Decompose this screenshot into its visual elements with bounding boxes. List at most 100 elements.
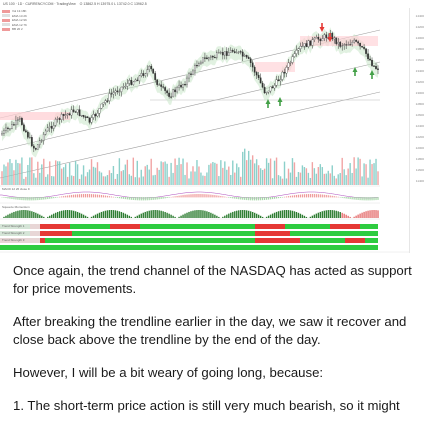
macd-histogram-bar [85, 194, 86, 197]
momentum-bar [49, 216, 50, 218]
volume-bar [330, 173, 331, 185]
volume-bar [276, 158, 277, 185]
volume-bar [190, 171, 191, 185]
macd-histogram-bar [21, 197, 22, 200]
candle-body [250, 59, 251, 63]
momentum-bar [310, 217, 311, 218]
candle-body [264, 87, 265, 93]
price-scale-label: 12200 [416, 135, 424, 139]
candle-body [340, 42, 341, 46]
candle-body [308, 41, 309, 47]
momentum-bar [272, 214, 273, 218]
momentum-bar [61, 211, 62, 218]
momentum-bar [119, 211, 120, 218]
volume-bar [224, 161, 225, 185]
candle-body [162, 87, 163, 88]
volume-bar [180, 164, 181, 185]
volume-bar [240, 177, 241, 185]
momentum-bar [296, 212, 297, 218]
paragraph-3: However, I will be a bit weary of going … [13, 364, 418, 382]
macd-histogram-bar [282, 197, 283, 198]
macd-histogram-bar [139, 197, 140, 200]
macd-histogram-bar [47, 197, 48, 199]
volume-bar [79, 179, 80, 185]
momentum-bar [145, 212, 146, 218]
macd-histogram-bar [373, 197, 374, 200]
price-scale-label: 12000 [416, 146, 424, 150]
candle-body [73, 110, 74, 112]
candle-body [184, 84, 185, 85]
volume-bar [359, 159, 360, 185]
macd-histogram-bar [330, 196, 331, 198]
macd-histogram-bar [145, 197, 146, 200]
momentum-bar [234, 211, 235, 218]
volume-bar [158, 170, 159, 185]
candle-body [131, 80, 132, 85]
macd-histogram-bar [340, 197, 341, 198]
volume-bar [135, 177, 136, 185]
momentum-bar [224, 216, 225, 218]
momentum-bar [168, 214, 169, 218]
candle-body [21, 118, 22, 125]
candle-body [304, 43, 305, 46]
volume-bar [312, 162, 313, 185]
price-scale-label: 11400 [416, 179, 424, 183]
ma-cloud [2, 27, 378, 157]
candle-body [186, 78, 187, 85]
candle-body [294, 54, 295, 57]
volume-bar [371, 164, 372, 185]
macd-histogram-bar [137, 197, 138, 200]
momentum-bar [342, 213, 343, 218]
article-body: Once again, the trend channel of the NAS… [13, 262, 418, 430]
momentum-bar [79, 213, 80, 218]
volume-bar [33, 173, 34, 185]
macd-histogram-bar [260, 197, 261, 200]
momentum-bar [208, 212, 209, 218]
volume-bar [304, 167, 305, 185]
candle-body [111, 93, 112, 94]
momentum-bar [218, 217, 219, 218]
candle-body [270, 87, 271, 91]
volume-bar [41, 164, 42, 185]
momentum-bar [162, 211, 163, 218]
indicator-label: Trend Strength 3 [2, 238, 25, 242]
macd-histogram-bar [49, 197, 50, 199]
volume-bar [111, 173, 112, 185]
macd-histogram-bar [216, 195, 217, 197]
momentum-bar [158, 210, 159, 218]
volume-bar [367, 178, 368, 185]
candle-body [246, 55, 247, 57]
candle-body [212, 56, 213, 57]
momentum-bar [280, 211, 281, 218]
candle-body [312, 40, 313, 46]
volume-bar [230, 175, 231, 185]
momentum-bar [230, 213, 231, 218]
momentum-bar [258, 215, 259, 218]
candle-body [35, 148, 36, 149]
momentum-bar [33, 212, 34, 218]
volume-bar [5, 166, 6, 185]
price-scale-label: 13600 [416, 58, 424, 62]
momentum-bar [300, 214, 301, 218]
candle-body [298, 49, 299, 50]
macd-histogram-bar [79, 194, 80, 197]
macd-histogram-bar [312, 194, 313, 197]
macd-histogram-bar [91, 194, 92, 197]
momentum-bar [369, 210, 370, 218]
volume-bar [17, 163, 18, 185]
candle-body [268, 91, 269, 92]
macd-histogram-bar [358, 197, 359, 200]
macd-histogram-bar [27, 197, 28, 200]
volume-bar [129, 174, 130, 185]
macd-histogram-bar [133, 197, 134, 200]
macd-histogram-bar [200, 194, 201, 197]
volume-bar [200, 173, 201, 185]
trading-chart[interactable]: US 100 · 1D · CURRENCYCOM · TradingView … [0, 0, 426, 255]
macd-histogram-bar [127, 197, 128, 199]
macd-histogram-bar [39, 197, 40, 200]
volume-bar [292, 158, 293, 185]
momentum-bar [57, 212, 58, 218]
momentum-bar [278, 211, 279, 218]
